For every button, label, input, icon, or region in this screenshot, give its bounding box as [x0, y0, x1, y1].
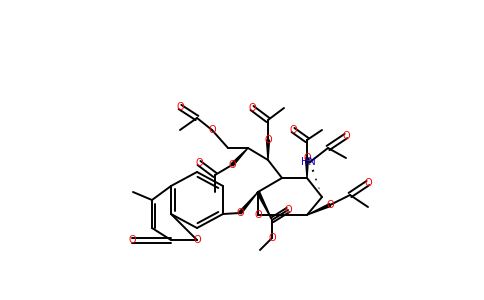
Text: O: O — [248, 103, 256, 113]
Text: O: O — [193, 235, 201, 245]
Text: O: O — [128, 235, 136, 245]
Polygon shape — [239, 192, 258, 214]
Text: O: O — [208, 125, 216, 135]
Text: O: O — [364, 178, 372, 188]
Text: O: O — [284, 205, 292, 215]
Polygon shape — [305, 158, 308, 178]
Text: O: O — [289, 125, 297, 135]
Polygon shape — [231, 148, 248, 166]
Text: O: O — [303, 153, 311, 163]
Text: O: O — [228, 160, 236, 170]
Text: O: O — [254, 210, 262, 220]
Polygon shape — [267, 140, 270, 160]
Text: O: O — [264, 135, 272, 145]
Text: O: O — [236, 208, 244, 218]
Polygon shape — [307, 204, 331, 215]
Text: O: O — [342, 131, 350, 141]
Text: HN: HN — [301, 157, 316, 167]
Text: O: O — [268, 233, 276, 243]
Text: O: O — [326, 200, 334, 210]
Text: O: O — [176, 102, 184, 112]
Text: O: O — [195, 158, 203, 168]
Polygon shape — [257, 191, 272, 220]
